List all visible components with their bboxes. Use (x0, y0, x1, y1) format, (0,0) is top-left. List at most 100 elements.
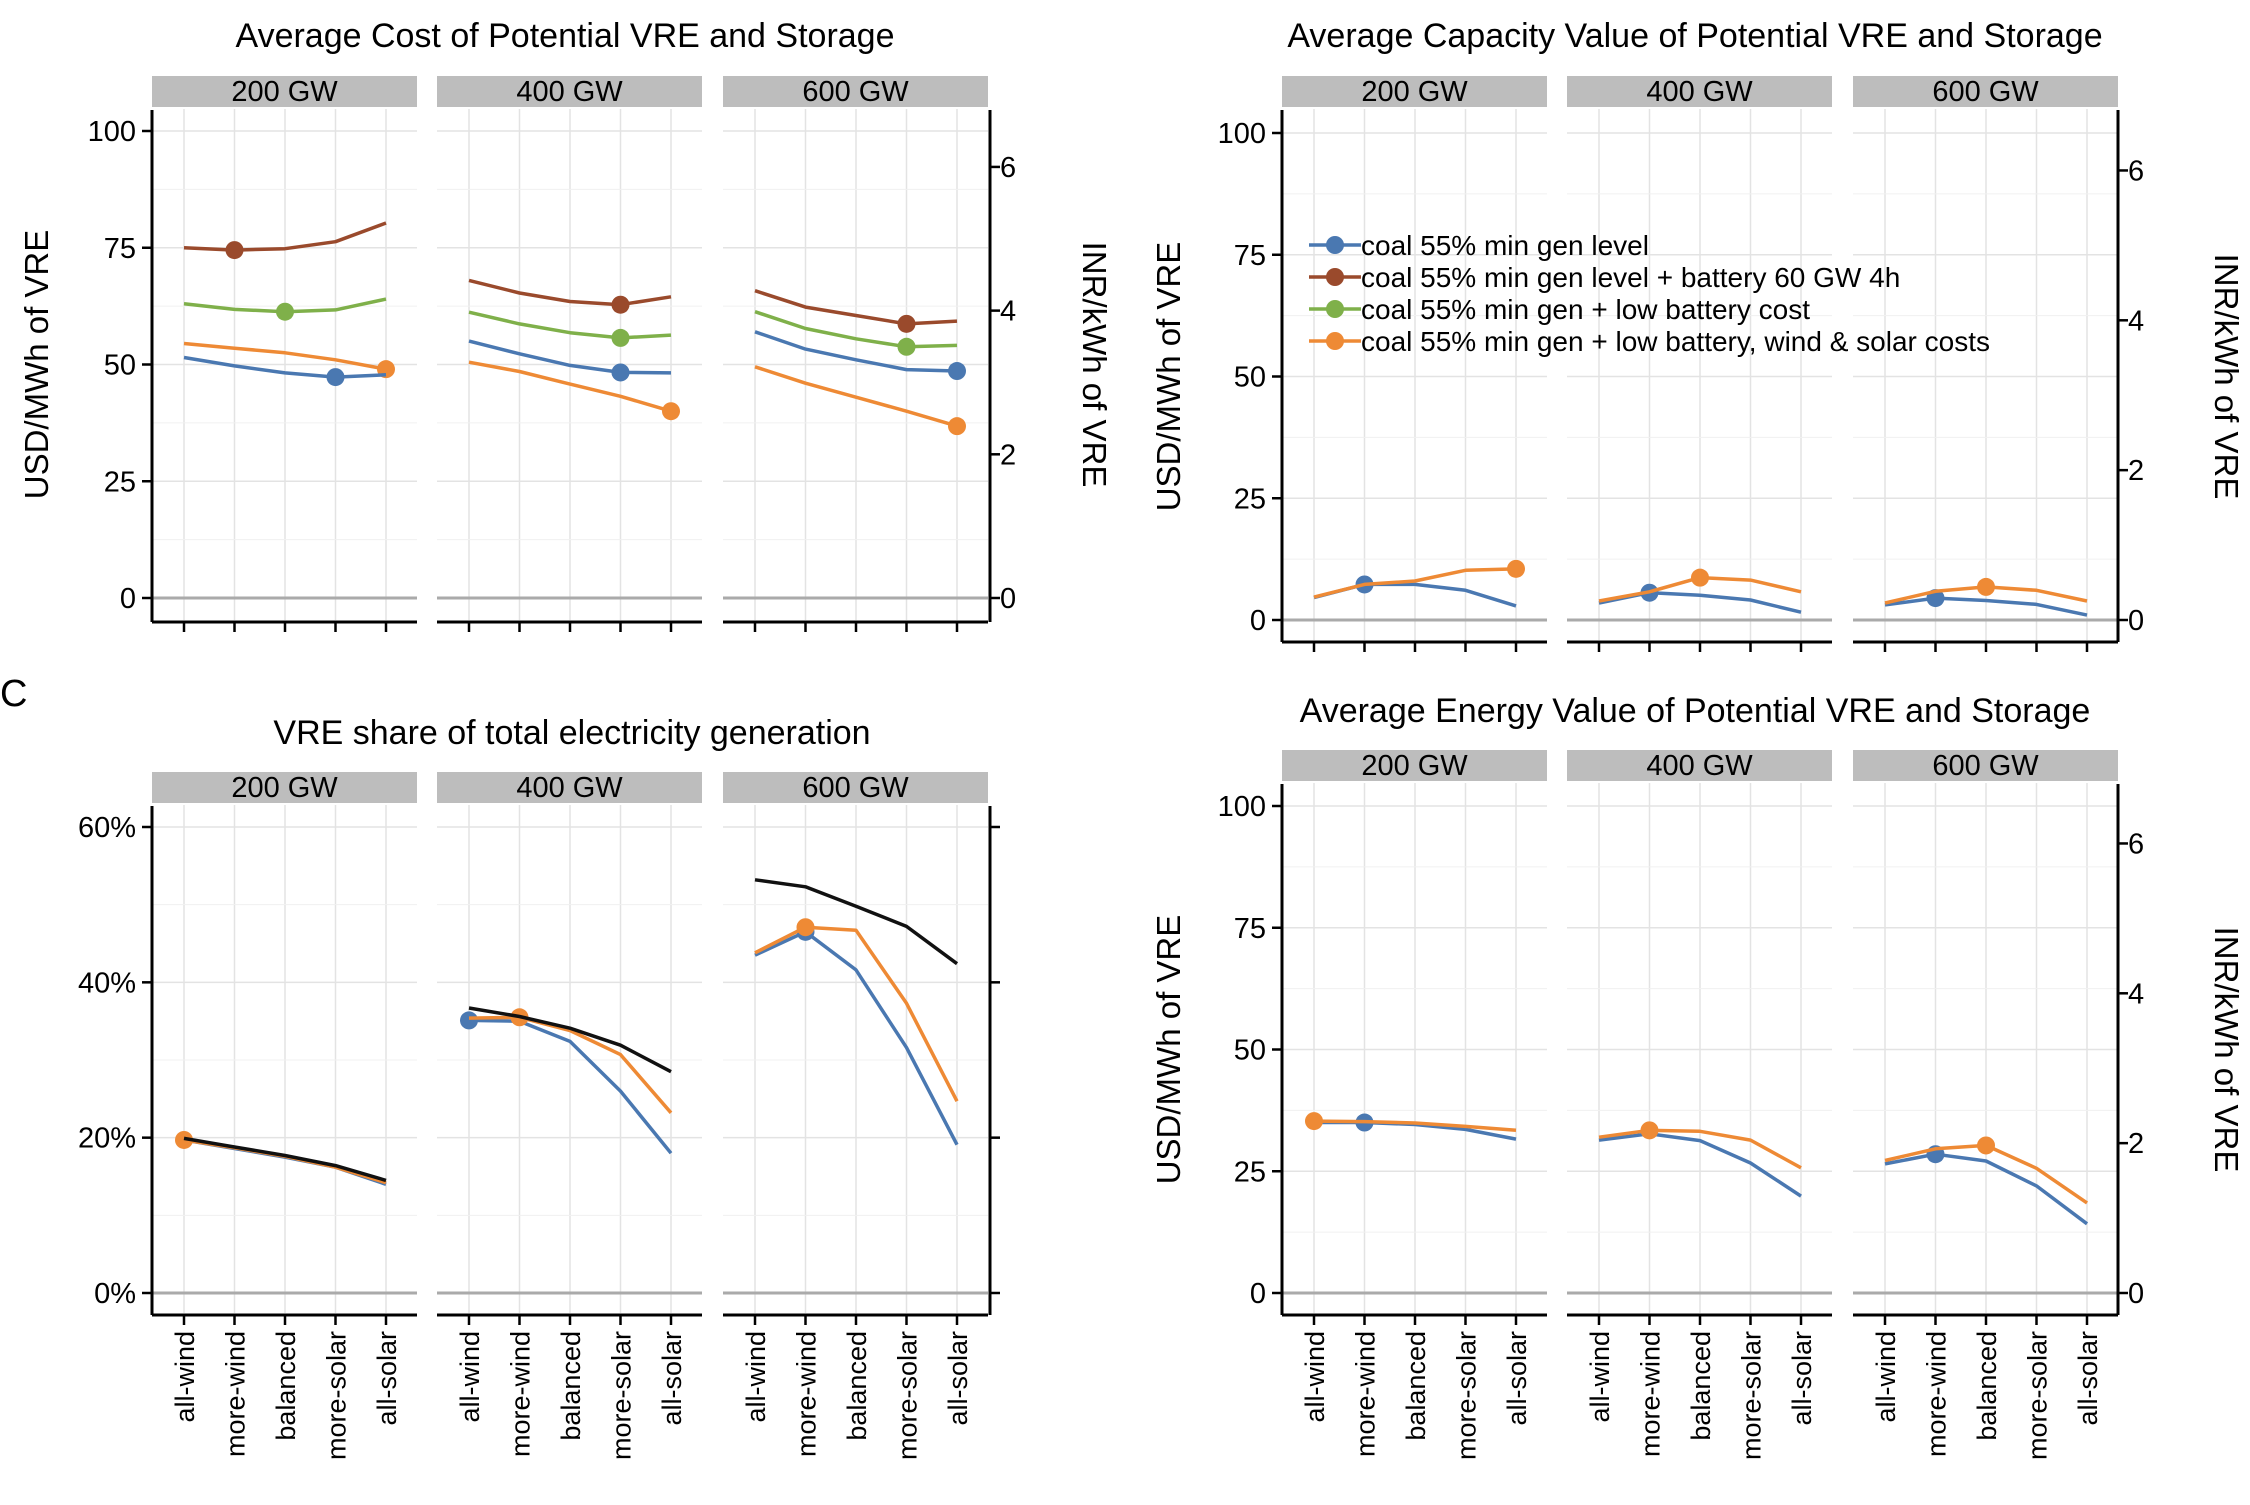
facet-strip-label: 200 GW (1361, 76, 1468, 108)
x-tick-label: more-solar (322, 1331, 352, 1460)
facet-strip-label: 400 GW (1646, 750, 1753, 782)
series-line-blue (1598, 1132, 1802, 1198)
y-tick-label: 0 (1250, 1278, 1266, 1310)
facet-strip (1282, 750, 1547, 781)
series-line-blue (468, 339, 672, 375)
facet-strip (1282, 76, 1547, 107)
data-point-brown (225, 241, 244, 260)
facet-3: 600 GW all-wind more-wind balanced more-sola… (1853, 750, 2118, 1460)
x-tick-label: more-wind (1636, 1331, 1666, 1457)
data-point-orange (796, 918, 815, 937)
legend-swatch-dot (1326, 300, 1344, 318)
facet-strip-label: 200 GW (231, 772, 338, 804)
x-tick-label: more-wind (506, 1331, 536, 1457)
facet-2: 400 GW (437, 76, 702, 632)
data-point-orange (1640, 1121, 1659, 1140)
x-tick-label: all-solar (943, 1331, 973, 1426)
y-tick-label: 100 (1218, 791, 1266, 823)
facet-3: 600 GW all-wind more-wind balanced more-sola… (723, 772, 988, 1460)
x-tick-label: all-wind (1300, 1331, 1330, 1423)
series-line-green (468, 310, 672, 340)
chart-cost: Average Cost of Potential VRE and Storag… (18, 17, 1113, 632)
data-point-orange (1305, 1112, 1323, 1131)
x-tick-label: balanced (842, 1331, 872, 1441)
x-tick-label: all-wind (741, 1331, 771, 1423)
facet-2: 400 GW all-wind more-wind balanced more-sola… (437, 772, 702, 1460)
facet-1: 200 GW (152, 76, 417, 632)
facet-strip-label: 600 GW (1932, 750, 2039, 782)
legend-swatch-dot (1326, 332, 1344, 350)
facet-strip (723, 772, 988, 803)
x-tick-label: all-solar (372, 1331, 402, 1426)
series-line-orange (1598, 1128, 1802, 1170)
y2-tick-label: 4 (1000, 296, 1016, 328)
y-tick-label: 50 (1234, 362, 1266, 394)
charts-layer: Average Cost of Potential VRE and Storag… (18, 17, 2245, 1460)
x-tick-label: all-wind (1871, 1331, 1901, 1423)
x-tick-label: all-solar (657, 1331, 687, 1426)
y-tick-label: 40% (78, 967, 136, 999)
x-tick-label: more-solar (1452, 1331, 1482, 1460)
x-tick-label: all-solar (2073, 1331, 2103, 1426)
data-point-blue (460, 1011, 478, 1030)
y-axis-label-right: INR/kWh of VRE (1076, 242, 1113, 488)
series-line-blue (754, 330, 958, 373)
x-tick-label: balanced (1972, 1331, 2002, 1441)
y-axis-label: USD/MWh of VRE (1150, 242, 1187, 512)
series-line-brown (183, 221, 387, 252)
y2-tick-label: 6 (2128, 828, 2144, 860)
facet-strip (152, 772, 417, 803)
x-tick-label: balanced (556, 1331, 586, 1441)
data-point-blue (326, 368, 345, 387)
data-point-brown (611, 295, 630, 314)
x-tick-label: balanced (1401, 1331, 1431, 1441)
y-axis-label-right: INR/kWh of VRE (2208, 254, 2245, 500)
facet-1: 200 GW all-wind more-wind balanced more-sola… (152, 772, 417, 1460)
series-line-blue (1884, 596, 2088, 617)
facet-3: 600 GW (1853, 76, 2118, 652)
facet-strip-label: 200 GW (231, 76, 338, 108)
facet-strip-label: 600 GW (802, 772, 909, 804)
y-axis-label: USD/MWh of VRE (18, 230, 55, 500)
legend-entry-label: coal 55% min gen + low battery, wind & s… (1361, 326, 1990, 357)
series-line-orange (1313, 567, 1517, 599)
x-tick-label: all-wind (455, 1331, 485, 1423)
x-tick-label: all-solar (1787, 1331, 1817, 1426)
x-tick-label: all-wind (170, 1331, 200, 1423)
series-line-blue (468, 1018, 673, 1155)
y2-tick-label: 6 (2128, 155, 2144, 187)
x-tick-label: all-wind (1585, 1331, 1615, 1423)
y-tick-label: 25 (1234, 483, 1266, 515)
data-point-orange (662, 402, 680, 421)
legend-entry-label: coal 55% min gen level + battery 60 GW 4… (1361, 262, 1900, 293)
series-line-brown (468, 278, 672, 307)
data-point-orange (1977, 577, 1995, 596)
facet-2: 400 GW (1567, 76, 1832, 652)
data-point-orange (948, 417, 966, 436)
chart-title: VRE share of total electricity generatio… (273, 714, 870, 752)
y-tick-label: 75 (104, 233, 136, 265)
facet-2: 400 GW all-wind more-wind balanced more-sola… (1567, 750, 1832, 1460)
facet-strip (437, 76, 702, 107)
x-tick-label: balanced (1686, 1331, 1716, 1441)
x-tick-label: more-solar (1737, 1331, 1767, 1460)
y2-tick-label: 2 (2128, 455, 2144, 487)
x-tick-label: balanced (271, 1331, 301, 1441)
legend-entry-label: coal 55% min gen + low battery cost (1361, 294, 1810, 325)
facet-strip (723, 76, 988, 107)
y-axis-label-right: INR/kWh of VRE (2208, 927, 2245, 1173)
y-tick-label: 25 (104, 466, 136, 498)
series-line-orange (183, 341, 387, 371)
y2-tick-label: 0 (1000, 583, 1016, 615)
y2-tick-label: 6 (1000, 152, 1016, 184)
facet-1: 200 GW (1282, 76, 1547, 652)
series-line-black (183, 1136, 387, 1183)
facet-strip (152, 76, 417, 107)
x-tick-label: more-solar (893, 1331, 923, 1460)
series-line-black (754, 878, 959, 966)
series-line-orange (1313, 1119, 1517, 1133)
facet-strip (1853, 750, 2118, 781)
data-point-orange (1507, 559, 1525, 578)
facet-strip (1567, 76, 1832, 107)
data-point-orange (1977, 1136, 1995, 1155)
